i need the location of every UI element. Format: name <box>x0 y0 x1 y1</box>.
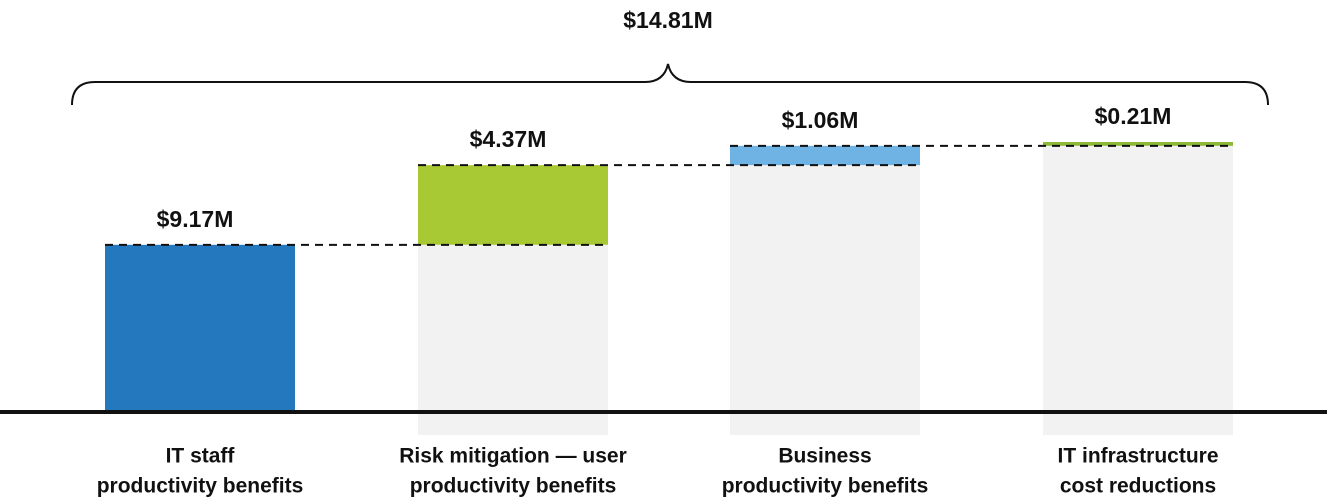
base-bar <box>418 244 608 435</box>
category-label: productivity benefits <box>722 475 929 498</box>
total-brace <box>71 63 1269 106</box>
value-label: $4.37M <box>470 126 547 152</box>
base-bar <box>730 165 920 436</box>
category-label: Risk mitigation — user <box>399 445 627 468</box>
category-label: cost reductions <box>1060 475 1216 498</box>
category-label: IT infrastructure <box>1057 445 1218 468</box>
base-bar <box>1043 145 1233 435</box>
bar <box>730 145 920 166</box>
category-label: Business <box>778 445 871 468</box>
bar <box>418 165 608 245</box>
total-label: $14.81M <box>623 7 713 33</box>
category-label: IT staff <box>166 445 236 468</box>
value-label: $1.06M <box>782 107 859 133</box>
value-label: $0.21M <box>1095 103 1172 129</box>
category-label: productivity benefits <box>97 475 304 498</box>
bar <box>1043 142 1233 146</box>
category-label: productivity benefits <box>410 475 617 498</box>
bar <box>105 244 295 412</box>
value-label: $9.17M <box>157 206 234 232</box>
